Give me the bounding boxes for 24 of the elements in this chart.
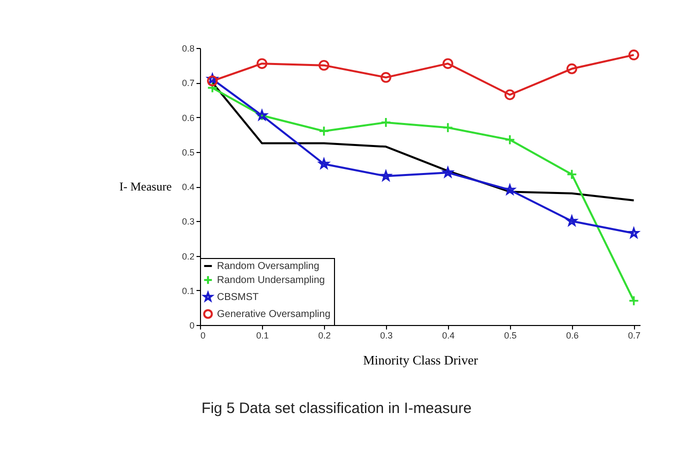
y-tick-label: 0.3 (182, 216, 194, 227)
y-tick-label: 0.6 (182, 112, 194, 123)
x-tick-label: 0 (200, 330, 206, 340)
x-axis-title: Minority Class Driver (363, 352, 479, 368)
legend-label: CBSMST (217, 292, 259, 303)
x-tick-label: 0.2 (318, 330, 331, 340)
legend-label: Generative Oversampling (217, 309, 330, 320)
y-tick-label: 0.2 (182, 251, 194, 262)
x-tick-label: 0.7 (628, 330, 641, 340)
y-tick-label: 0.7 (182, 78, 194, 88)
legend-label: Random Undersampling (217, 275, 325, 286)
y-tick-label: 0.1 (182, 286, 194, 296)
y-tick-label: 0.8 (182, 44, 194, 54)
x-tick-label: 0.5 (504, 330, 517, 340)
y-tick-label: 0.4 (182, 182, 194, 192)
y-tick-label: 0.5 (182, 147, 194, 158)
x-tick-label: 0.1 (256, 330, 269, 340)
x-tick-label: 0.6 (566, 330, 579, 340)
x-tick-label: 0.3 (380, 330, 393, 340)
y-axis-title: I- Measure (119, 180, 172, 194)
y-tick-label: 0 (189, 320, 194, 330)
x-tick-label: 0.4 (442, 330, 455, 340)
legend-label: Random Oversampling (217, 261, 320, 272)
caption: Fig 5 Data set classification in I-measure (200, 400, 473, 417)
